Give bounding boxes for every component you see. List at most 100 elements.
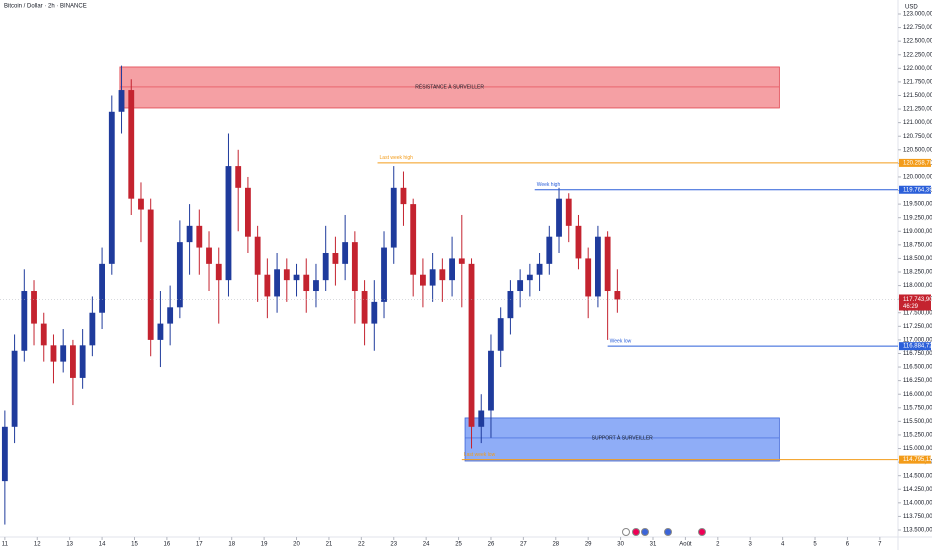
candle-body [526,274,533,281]
y-tick-label: 115.250,00 [903,433,932,439]
candle-body [69,345,76,378]
candle-body [108,111,115,264]
candle-body [517,280,524,292]
x-tick-label: 15 [131,542,138,548]
level-label: Last week low [464,452,496,458]
candle-body [147,209,154,340]
candle-body [157,323,164,340]
y-tick-label: 116.000,00 [903,392,932,398]
last-price-label: 117.743,90 [903,297,932,303]
x-tick-label: 24 [423,542,430,548]
y-tick-label: 118.250,00 [903,270,932,276]
x-tick-label: 25 [455,542,462,548]
currency: USD [905,5,918,11]
y-tick-label: 120.000,00 [903,175,932,181]
y-tick-label: 119.500,00 [903,202,932,208]
candle-body [604,236,611,292]
candle-body [21,291,28,351]
candle-body [594,236,601,297]
x-tick-label: 13 [66,542,73,548]
candle-body [31,291,37,324]
y-tick-label: 118.500,00 [903,256,932,262]
y-tick-label: 114.000,00 [903,500,932,506]
y-tick-label: 121.500,00 [903,93,932,99]
level-badge [899,455,931,464]
x-tick-label: 23 [390,542,397,548]
level-label: Week high [537,182,561,188]
x-tick-label: 7 [878,542,882,548]
candle-body [351,242,358,292]
zone-label: RÉSISTANCE À SURVEILLER [415,83,484,90]
x-tick-label: 2 [716,542,720,548]
candle-body [536,263,543,275]
y-tick-label: 116.500,00 [903,365,932,371]
candle-body [313,280,319,292]
candle-body [293,274,300,281]
x-tick-label: 4 [781,542,785,548]
countdown: 46:29 [903,304,919,310]
y-tick-label: 119.000,00 [903,229,932,235]
x-tick-label: 29 [585,542,592,548]
candle-body [575,225,582,259]
candles [1,65,621,525]
y-tick-label: 122.750,00 [903,25,932,31]
y-tick-label: 120.500,00 [903,147,932,153]
candle-body [264,274,271,297]
candle-body [546,236,553,264]
x-tick-label: 5 [813,542,817,548]
candle-body [244,187,251,237]
x-tick-label: Août [679,542,692,548]
candle-body [361,291,368,324]
level-label: Last week high [380,155,414,161]
last-price-badge [899,294,931,311]
candle-body [429,269,436,286]
y-tick-label: 117.000,00 [903,337,932,343]
x-tick-label: 26 [488,542,495,548]
candle-body [196,225,203,248]
x-tick-label: 20 [293,542,300,548]
x-tick-label: 22 [358,542,365,548]
candle-body [99,263,105,313]
candle-body [478,410,485,427]
candle-body [507,291,514,319]
candle-body [40,323,47,346]
candle-body [11,350,18,427]
y-tick-label: 114.500,00 [903,473,932,479]
candle-body [225,166,232,281]
y-tick-label: 118.000,00 [903,283,932,289]
y-tick-label: 123.000,00 [903,12,932,18]
y-tick-label: 116.250,00 [903,378,932,384]
y-tick-label: 122.000,00 [903,66,932,72]
y-tick-label: 113.750,00 [903,514,932,520]
candle-body [371,301,378,324]
candle-body [400,187,407,205]
candle-body [458,258,465,264]
candle-body [186,225,193,243]
level-badge [899,185,931,194]
candle-body [342,242,349,264]
candle-body [167,307,174,324]
x-tick-label: 18 [228,542,235,548]
level-value-label: 114.795,11 [903,457,932,463]
zone [119,66,780,109]
candle-body [614,291,621,300]
y-tick-label: 121.250,00 [903,107,932,113]
candle-body [128,90,135,199]
candle-body [215,263,222,281]
candle-body [1,426,8,482]
x-tick-label: 27 [520,542,527,548]
candle-body [138,198,144,210]
candle-body [585,258,592,297]
candle-body [118,90,125,112]
candle-body [410,204,417,275]
x-tick-label: 6 [846,542,850,548]
candle-body [50,345,57,362]
x-tick-label: 19 [261,542,268,548]
y-tick-label: 116.750,00 [903,351,932,357]
x-tick-label: 12 [34,542,41,548]
candle-body [381,247,387,302]
candle-body [283,269,290,281]
candle-body [322,252,329,281]
level-label: Week low [610,338,632,344]
